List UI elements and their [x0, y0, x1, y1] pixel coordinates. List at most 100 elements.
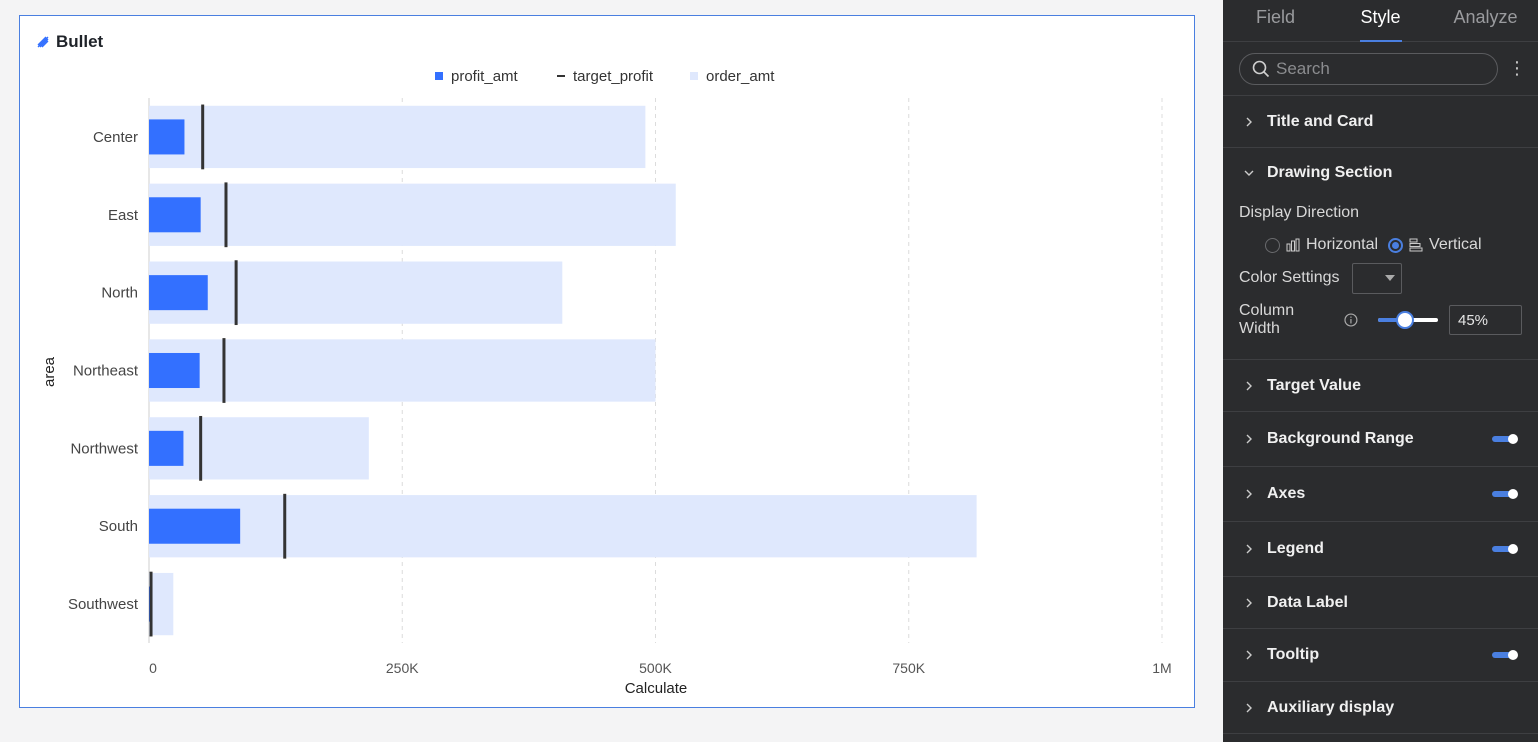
display-direction-label: Display Direction [1239, 204, 1360, 221]
section-title-card: Title and Card [1223, 96, 1538, 148]
section-drawing-header[interactable]: Drawing Section [1223, 148, 1538, 197]
column-width-label: Column Width [1239, 302, 1295, 337]
more-options-icon[interactable]: ⋮ [1508, 58, 1526, 78]
background-range-toggle[interactable] [1492, 434, 1518, 444]
section-auxiliary-label: Auxiliary display [1267, 698, 1395, 716]
section-axes-label: Axes [1267, 485, 1306, 502]
caret-down-icon [1384, 275, 1395, 281]
direction-options: Horizontal Vertical [1239, 229, 1522, 261]
axes-toggle[interactable] [1492, 489, 1518, 499]
chevron-right-icon [1246, 544, 1252, 554]
actual-bar [149, 197, 201, 233]
bar-chart-icon [1409, 238, 1423, 252]
actual-bar [149, 275, 208, 311]
section-background-range-header[interactable]: Background Range [1223, 412, 1538, 466]
section-axes-header[interactable]: Axes [1223, 467, 1538, 521]
section-legend-header[interactable]: Legend [1223, 522, 1538, 576]
tab-style[interactable]: Style [1328, 0, 1433, 41]
search-box[interactable] [1239, 52, 1498, 85]
y-tick-label: Southwest [68, 596, 139, 613]
info-icon[interactable] [1344, 313, 1358, 327]
actual-bar [149, 119, 185, 155]
column-width-row: Column Width [1239, 295, 1522, 345]
chevron-right-icon [1246, 117, 1252, 126]
y-axis-title: area [41, 356, 58, 387]
y-tick-label: North [101, 285, 138, 302]
section-auxiliary-header[interactable]: Auxiliary display [1223, 682, 1538, 733]
x-tick-label: 1M [1152, 660, 1171, 676]
actual-bar [149, 352, 200, 389]
legend-item: profit_amt [451, 68, 519, 85]
section-drawing-label: Drawing Section [1267, 163, 1393, 181]
card-title: Bullet [36, 32, 103, 52]
drawing-section-body: Display Direction Horizontal Vertical [1223, 197, 1538, 359]
section-axes: Axes [1223, 467, 1538, 522]
option-vertical[interactable]: Vertical [1388, 236, 1482, 254]
target-marker [224, 182, 228, 248]
column-width-slider[interactable] [1377, 311, 1438, 329]
y-tick-label: East [108, 207, 139, 224]
horizontal-radio[interactable] [1265, 237, 1280, 253]
chevron-right-icon [1246, 434, 1252, 444]
section-tooltip-label: Tooltip [1267, 646, 1320, 663]
legend-swatch-profit [435, 72, 443, 80]
option-horizontal[interactable]: Horizontal [1265, 236, 1378, 254]
y-tick-label: Northwest [70, 440, 138, 457]
bullet-chart-icon [37, 36, 49, 48]
section-data-label-label: Data Label [1267, 593, 1348, 611]
chevron-down-icon [1244, 170, 1254, 176]
x-tick-label: 0 [149, 660, 157, 676]
legend-item: target_profit [573, 68, 654, 85]
section-title-card-header[interactable]: Title and Card [1223, 96, 1538, 147]
section-legend-label: Legend [1267, 540, 1324, 557]
section-drawing: Drawing Section Display Direction Horizo… [1223, 148, 1538, 360]
chevron-right-icon [1246, 381, 1252, 390]
horizontal-label: Horizontal [1306, 236, 1379, 253]
section-target-value: Target Value [1223, 360, 1538, 412]
section-tooltip: Tooltip [1223, 629, 1538, 682]
bullet-chart: 0 250K 500K 750K 1M Center East North Northeast N… [41, 68, 1172, 697]
search-input[interactable] [1276, 58, 1476, 79]
target-marker [234, 260, 238, 326]
vertical-label: Vertical [1429, 236, 1482, 253]
column-width-input[interactable] [1448, 305, 1522, 335]
section-data-label-header[interactable]: Data Label [1223, 577, 1538, 628]
range-bar [149, 417, 369, 480]
legend-item: order_amt [706, 68, 775, 85]
section-data-label: Data Label [1223, 577, 1538, 629]
tooltip-toggle[interactable] [1492, 650, 1518, 660]
range-bar [149, 105, 646, 169]
settings-panel: Field Style Analyze ⋮ Title and Card Dra… [1223, 0, 1538, 742]
target-marker [199, 415, 203, 481]
actual-bar [149, 508, 241, 544]
slider-handle[interactable] [1395, 311, 1414, 329]
x-axis-title: Calculate [625, 680, 688, 697]
vertical-radio[interactable] [1388, 237, 1404, 253]
slider-fill [1377, 318, 1405, 322]
section-background-range: Background Range [1223, 412, 1538, 467]
legend-toggle[interactable] [1492, 544, 1518, 554]
column-chart-icon [1286, 238, 1300, 252]
chart-card: 0 250K 500K 750K 1M Center East North Northeast N… [19, 15, 1195, 708]
color-settings-picker[interactable] [1351, 262, 1402, 294]
range-bar [149, 495, 977, 558]
chevron-right-icon [1246, 703, 1252, 712]
range-bar [149, 339, 656, 402]
chevron-right-icon [1246, 489, 1252, 499]
section-target-value-label: Target Value [1267, 376, 1361, 394]
range-bar [149, 183, 676, 246]
actual-bar [149, 430, 184, 466]
target-marker [283, 493, 287, 559]
section-tooltip-header[interactable]: Tooltip [1223, 629, 1538, 681]
section-target-value-header[interactable]: Target Value [1223, 360, 1538, 411]
legend-swatch-target [557, 75, 565, 77]
x-tick-label: 250K [386, 660, 419, 676]
color-settings-label: Color Settings [1239, 269, 1340, 286]
tab-analyze[interactable]: Analyze [1453, 7, 1518, 27]
range-bar [149, 261, 563, 324]
range-bar [149, 572, 174, 636]
target-marker [201, 104, 205, 170]
tab-field[interactable]: Field [1255, 7, 1295, 27]
target-marker [222, 338, 226, 403]
chevron-right-icon [1246, 650, 1252, 660]
